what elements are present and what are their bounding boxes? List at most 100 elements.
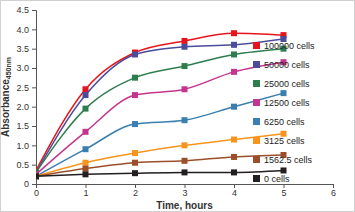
data-point [83, 86, 89, 92]
x-tick-mark [284, 184, 285, 188]
data-point [231, 51, 237, 57]
y-tick-mark [32, 49, 36, 50]
legend-item: 12500 cells [253, 98, 310, 108]
y-tick-label: 1.0 [16, 141, 29, 151]
y-tick-label: 2.5 [16, 83, 29, 93]
y-tick-mark [32, 29, 36, 30]
data-point [83, 166, 89, 172]
data-point [36, 173, 39, 179]
plot: 0 1 2 3 4 5 6 0 0.5 1.0 1.5 2.0 2.5 3.0 3.5 4.0 4.5 [16, 5, 336, 198]
data-point [36, 173, 39, 179]
legend-label: 25000 cells [264, 79, 310, 89]
data-point [36, 173, 39, 179]
data-point [231, 104, 237, 110]
legend-label: 50000 cells [264, 60, 310, 70]
legend: 100000 cells 50000 cells 25000 cells 12500 … [253, 41, 315, 184]
data-point [132, 92, 138, 98]
x-tick: 1 [83, 184, 88, 198]
legend-swatch [253, 99, 260, 106]
series-line [36, 170, 284, 176]
y-tick-label: 0 [24, 179, 29, 189]
x-tick-label: 0 [34, 188, 39, 198]
y-tick: 4.5 [16, 5, 36, 15]
data-point [132, 75, 138, 81]
legend-label: 3125 cells [264, 136, 305, 146]
data-point [132, 170, 138, 176]
y-tick: 1.5 [16, 121, 36, 131]
data-point [182, 63, 188, 69]
x-tick-mark [135, 184, 136, 188]
data-area [36, 30, 287, 179]
legend-item: 3125 cells [253, 136, 305, 146]
legend-swatch [253, 137, 260, 144]
y-tick: 1.0 [16, 141, 36, 151]
legend-item: 0 cells [253, 174, 290, 184]
y-tick: 2.0 [16, 102, 36, 112]
x-tick-label: 4 [232, 188, 237, 198]
data-point [231, 137, 237, 143]
data-point [83, 129, 89, 135]
background [1, 1, 355, 212]
series-line [36, 134, 284, 177]
series-line [36, 62, 284, 174]
data-point [182, 142, 188, 148]
y-tick-mark [32, 68, 36, 69]
data-point [182, 117, 188, 123]
x-tick: 6 [331, 184, 336, 198]
legend-label: 0 cells [264, 174, 290, 184]
data-point [231, 169, 237, 175]
legend-swatch [253, 42, 260, 49]
y-tick: 4.0 [16, 25, 36, 35]
data-point [83, 160, 89, 166]
y-tick-mark [32, 165, 36, 166]
x-tick-label: 2 [133, 188, 138, 198]
x-tick-mark [234, 184, 235, 188]
y-tick: 3.5 [16, 44, 36, 54]
data-point [182, 44, 188, 50]
legend-label: 100000 cells [264, 41, 315, 51]
y-tick-mark [32, 126, 36, 127]
data-point [182, 169, 188, 175]
legend-swatch [253, 80, 260, 87]
series-line [36, 155, 284, 176]
x-tick-mark [86, 184, 87, 188]
y-tick-mark [32, 87, 36, 88]
x-tick-mark [333, 184, 334, 188]
legend-swatch [253, 118, 260, 125]
y-tick-label: 3.0 [16, 63, 29, 73]
x-tick-label: 1 [83, 188, 88, 198]
data-point [132, 160, 138, 166]
y-tick-mark [32, 107, 36, 108]
y-tick-label: 4.5 [16, 5, 29, 15]
legend-item: 25000 cells [253, 79, 310, 89]
y-tick-mark [32, 10, 36, 11]
y-tick: 0.5 [16, 160, 36, 170]
data-point [231, 30, 237, 36]
data-point [83, 106, 89, 112]
y-tick-label: 2.0 [16, 102, 29, 112]
y-tick-label: 3.5 [16, 44, 29, 54]
series-line [36, 33, 284, 170]
data-point [132, 51, 138, 57]
data-point [231, 42, 237, 48]
y-tick-label: 0.5 [16, 160, 29, 170]
x-tick: 0 [34, 184, 39, 198]
x-tick-label: 5 [281, 188, 286, 198]
data-point [182, 158, 188, 164]
data-point [83, 171, 89, 177]
legend-label: 1562.5 cells [264, 155, 313, 165]
x-tick: 4 [232, 184, 237, 198]
y-axis-line [32, 11, 37, 185]
data-point [281, 167, 287, 173]
y-tick-label: 4.0 [16, 25, 29, 35]
series-line [36, 49, 284, 173]
legend-label: 12500 cells [264, 98, 310, 108]
x-tick: 5 [281, 184, 286, 198]
data-point [83, 146, 89, 152]
x-axis: 0 1 2 3 4 5 6 [34, 184, 336, 198]
data-point [83, 92, 89, 98]
x-tick-label: 6 [331, 188, 336, 198]
chart: 0 1 2 3 4 5 6 0 0.5 1.0 1.5 2.0 2.5 3.0 3.5 4.0 4.5 Time,… [0, 0, 355, 212]
x-axis-title: Time, hours [156, 200, 213, 211]
x-tick: 3 [182, 184, 187, 198]
